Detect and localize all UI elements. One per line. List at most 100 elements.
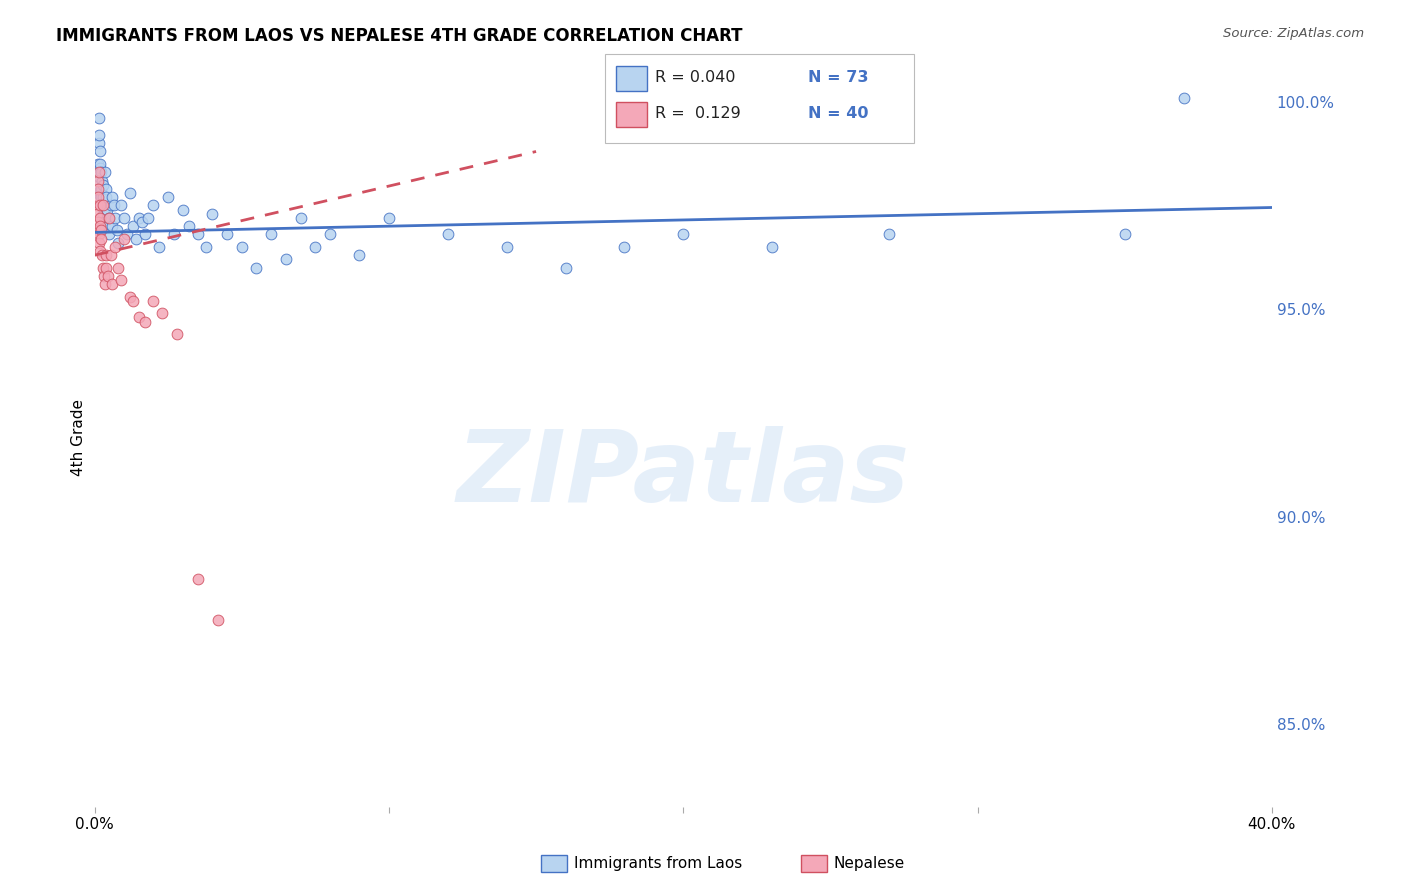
Point xyxy=(87,165,110,179)
Point xyxy=(215,227,238,242)
Point xyxy=(613,240,636,254)
Point xyxy=(260,227,283,242)
Point xyxy=(90,173,112,187)
Point xyxy=(94,277,117,292)
Point xyxy=(121,293,143,308)
Point xyxy=(94,248,117,262)
Point xyxy=(93,202,115,217)
Text: Immigrants from Laos: Immigrants from Laos xyxy=(574,856,742,871)
Point xyxy=(87,190,110,204)
Text: R = 0.040: R = 0.040 xyxy=(655,70,735,85)
Point xyxy=(101,277,124,292)
Point xyxy=(97,268,120,283)
Point xyxy=(115,227,138,242)
Point xyxy=(761,240,783,254)
Point xyxy=(86,186,108,200)
Point xyxy=(157,190,180,204)
Point xyxy=(89,186,111,200)
Text: N = 40: N = 40 xyxy=(808,106,869,120)
Point xyxy=(142,198,165,212)
Point xyxy=(142,293,165,308)
Point xyxy=(91,260,114,275)
Point xyxy=(112,211,135,225)
Point xyxy=(90,248,112,262)
Point xyxy=(104,240,127,254)
Point xyxy=(97,227,120,242)
Text: Source: ZipAtlas.com: Source: ZipAtlas.com xyxy=(1223,27,1364,40)
Point xyxy=(90,190,112,204)
Point xyxy=(134,315,156,329)
Point xyxy=(672,227,695,242)
Point xyxy=(86,178,108,192)
Point xyxy=(100,219,122,234)
Point xyxy=(97,219,120,234)
Point xyxy=(87,157,110,171)
Point xyxy=(91,207,114,221)
Point xyxy=(128,211,150,225)
Text: Nepalese: Nepalese xyxy=(834,856,905,871)
Point xyxy=(86,207,108,221)
Point xyxy=(96,190,118,204)
Point xyxy=(104,211,127,225)
Point xyxy=(187,227,209,242)
Point xyxy=(90,223,112,237)
Point xyxy=(187,572,209,586)
Point xyxy=(89,161,111,175)
Point xyxy=(304,240,326,254)
Point xyxy=(110,198,132,212)
Point xyxy=(107,260,129,275)
Point xyxy=(118,186,141,200)
Point xyxy=(89,244,111,258)
Point xyxy=(121,219,143,234)
Point xyxy=(319,227,342,242)
Point xyxy=(87,169,110,184)
Point xyxy=(87,128,110,142)
Point xyxy=(131,215,153,229)
Point xyxy=(87,182,110,196)
Point xyxy=(245,260,267,275)
Point xyxy=(172,202,194,217)
Point xyxy=(93,190,115,204)
Point xyxy=(1114,227,1136,242)
Point xyxy=(91,178,114,192)
Point xyxy=(125,232,148,246)
Point xyxy=(118,290,141,304)
Point xyxy=(90,232,112,246)
Point xyxy=(96,202,118,217)
Text: ZIPatlas: ZIPatlas xyxy=(457,426,910,524)
Point xyxy=(89,235,111,250)
Point xyxy=(86,173,108,187)
Point xyxy=(98,211,121,225)
Point xyxy=(877,227,900,242)
Point xyxy=(136,211,159,225)
Point xyxy=(89,211,111,225)
Point xyxy=(274,252,297,267)
Point xyxy=(103,198,125,212)
Point xyxy=(100,198,122,212)
Point xyxy=(201,207,224,221)
Point xyxy=(90,165,112,179)
Point xyxy=(87,215,110,229)
Text: R =  0.129: R = 0.129 xyxy=(655,106,741,120)
Point xyxy=(166,326,188,341)
Point xyxy=(96,260,118,275)
Point xyxy=(93,268,115,283)
Point xyxy=(105,223,128,237)
Point xyxy=(290,211,312,225)
Point xyxy=(495,240,517,254)
Point xyxy=(150,306,173,320)
Point xyxy=(195,240,218,254)
Point xyxy=(101,190,124,204)
Point xyxy=(93,198,115,212)
Point xyxy=(163,227,186,242)
Y-axis label: 4th Grade: 4th Grade xyxy=(72,400,86,476)
Point xyxy=(148,240,170,254)
Point xyxy=(107,235,129,250)
Point xyxy=(94,165,117,179)
Point xyxy=(89,219,111,234)
Text: N = 73: N = 73 xyxy=(808,70,869,85)
Point xyxy=(100,248,122,262)
Point xyxy=(90,198,112,212)
Point xyxy=(207,613,229,627)
Point xyxy=(134,227,156,242)
